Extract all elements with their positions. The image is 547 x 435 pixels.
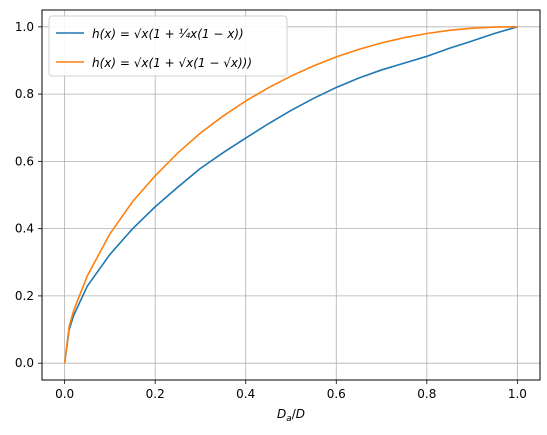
x-tick-label: 0.4	[236, 387, 255, 401]
ticks: 0.0 0.2 0.4 0.6 0.8 1.0 0.0 0.2 0.4 0.6 0.8 1.0	[15, 20, 527, 401]
x-tick-label: 1.0	[508, 387, 527, 401]
x-tick-label: 0.2	[146, 387, 165, 401]
x-axis-label: Da/D	[277, 407, 305, 424]
x-tick-label: 0.6	[327, 387, 346, 401]
series-layer	[63, 26, 518, 364]
plot-frame	[41, 9, 541, 381]
y-tick-label: 0.6	[15, 154, 34, 168]
legend-entry-series-2: h(x) = √x(1 + √x(1 − √x)))	[92, 56, 252, 70]
legend-entry-series-1: h(x) = √x(1 + ¼x(1 − x))	[92, 27, 244, 41]
y-tick-label: 0.4	[15, 222, 34, 236]
series-line-2	[63, 26, 518, 364]
x-tick-label: 0.8	[417, 387, 436, 401]
x-tick-label: 0.0	[55, 387, 74, 401]
series-line-1	[63, 26, 518, 364]
y-tick-label: 0.2	[15, 289, 34, 303]
y-tick-label: 1.0	[15, 20, 34, 34]
y-tick-label: 0.0	[15, 356, 34, 370]
legend-box	[48, 15, 288, 77]
legend: h(x) = √x(1 + ¼x(1 − x)) h(x) = √x(1 + √…	[48, 15, 288, 77]
y-tick-label: 0.8	[15, 87, 34, 101]
